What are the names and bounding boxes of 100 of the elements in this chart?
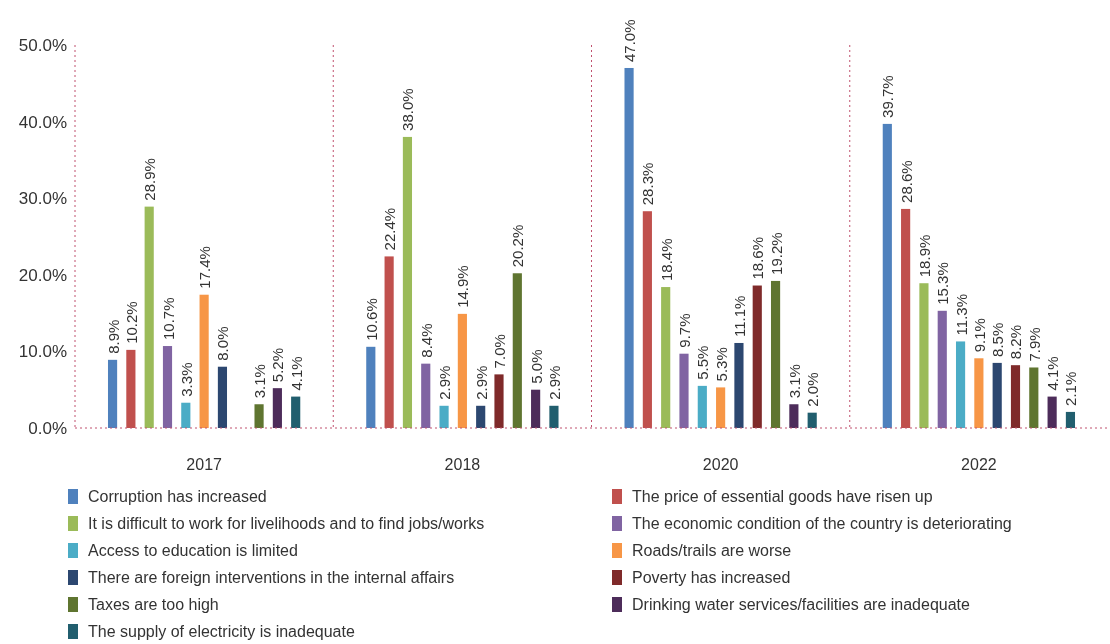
data-label: 8.9% <box>104 319 122 354</box>
x-tick-label: 2020 <box>702 456 739 473</box>
y-tick-label: 50.0% <box>18 35 67 55</box>
bar <box>697 385 707 428</box>
y-tick-label: 30.0% <box>18 189 67 209</box>
y-tick-label: 40.0% <box>18 112 67 132</box>
bar <box>882 123 892 428</box>
data-label: 2.9% <box>545 365 563 400</box>
bar <box>955 341 966 428</box>
bar <box>512 273 522 428</box>
data-label: 38.0% <box>399 88 417 131</box>
bar <box>199 294 209 428</box>
legend-label: Drinking water services/facilities are inadequate <box>632 595 971 613</box>
legend-label: Corruption has increased <box>88 487 267 505</box>
bar <box>937 310 947 428</box>
bar <box>126 349 136 428</box>
data-label: 7.9% <box>1025 327 1043 362</box>
data-label: 10.7% <box>159 297 177 341</box>
bar <box>661 287 671 428</box>
bar <box>974 358 984 428</box>
data-label: 18.4% <box>657 238 675 282</box>
bar <box>421 363 431 428</box>
data-label: 2.9% <box>436 365 454 400</box>
x-tick-label: 2018 <box>444 456 481 473</box>
data-label: 11.1% <box>730 295 748 337</box>
y-tick-label: 20.0% <box>18 265 67 285</box>
bar <box>1010 365 1021 428</box>
bar <box>1065 411 1076 428</box>
legend-label: The supply of electricity is inadequate <box>88 622 355 640</box>
data-label: 14.9% <box>454 265 472 308</box>
bar <box>217 366 228 428</box>
y-tick-label: 10.0% <box>18 342 67 362</box>
data-label: 8.4% <box>417 323 435 358</box>
bar <box>1047 396 1057 428</box>
data-label: 2.9% <box>472 365 490 400</box>
legend-label: There are foreign interventions in the internal affairs <box>88 568 455 586</box>
data-label: 22.4% <box>381 207 399 251</box>
bar <box>752 285 762 428</box>
data-label: 47.0% <box>621 19 639 62</box>
legend-label: The economic condition of the country is deteriorating <box>632 514 1012 532</box>
data-label: 4.1% <box>287 356 305 391</box>
bar <box>144 206 154 428</box>
legend-label: It is difficult to work for livelihoods and to find jobs/works <box>88 514 485 532</box>
bar <box>291 396 301 428</box>
bar <box>807 412 817 428</box>
data-label: 18.6% <box>749 236 767 280</box>
data-label: 2.0% <box>804 372 822 407</box>
x-tick-label: 2022 <box>961 456 997 473</box>
bar <box>254 404 264 428</box>
bar <box>770 280 781 428</box>
data-label: 11.3% <box>952 294 970 336</box>
data-label: 15.3% <box>934 262 952 305</box>
data-label: 28.3% <box>639 162 657 206</box>
data-label: 5.3% <box>712 347 730 382</box>
y-tick-label: 0.0% <box>28 418 67 438</box>
bar <box>457 313 467 428</box>
data-label: 7.0% <box>491 334 508 369</box>
data-label: 9.7% <box>676 313 693 348</box>
data-label: 8.5% <box>989 322 1007 357</box>
x-tick-label: 2017 <box>186 456 223 473</box>
legend-label: Poverty has increased <box>632 568 791 586</box>
legend-label: The price of essential goods have risen up <box>632 487 933 505</box>
data-label: 20.2% <box>509 224 527 268</box>
data-label: 28.6% <box>897 160 915 203</box>
bar <box>162 346 173 428</box>
data-label: 8.0% <box>214 326 232 361</box>
data-label: 10.6% <box>362 298 380 341</box>
bar <box>107 359 118 428</box>
bar <box>476 405 486 428</box>
bar <box>384 256 394 428</box>
bar <box>624 67 634 428</box>
data-label: 39.7% <box>879 75 897 118</box>
bar <box>494 374 504 428</box>
data-label: 9.1% <box>970 318 988 353</box>
bar <box>1029 367 1039 428</box>
legend-label: Roads/trails are worse <box>632 541 792 559</box>
data-label: 5.5% <box>694 345 712 380</box>
data-label: 3.3% <box>177 362 195 397</box>
bar <box>901 208 911 428</box>
data-label: 5.2% <box>269 347 287 383</box>
data-label: 2.1% <box>1062 371 1080 406</box>
data-label: 28.9% <box>141 158 159 201</box>
data-label: 5.0% <box>527 349 545 384</box>
bar <box>366 346 376 428</box>
bar <box>734 342 744 428</box>
bar <box>549 405 559 428</box>
bar <box>439 405 449 428</box>
bar <box>272 388 282 428</box>
data-label: 4.1% <box>1044 356 1062 391</box>
bar <box>919 283 929 428</box>
bar <box>642 211 652 428</box>
bar <box>992 362 1002 428</box>
bar <box>531 389 541 428</box>
bar <box>679 353 689 428</box>
bar <box>181 402 191 428</box>
data-label: 3.1% <box>785 364 803 399</box>
data-label: 10.2% <box>122 301 140 344</box>
data-label: 3.1% <box>251 364 269 399</box>
data-label: 19.2% <box>767 232 785 275</box>
data-label: 18.9% <box>915 234 933 278</box>
